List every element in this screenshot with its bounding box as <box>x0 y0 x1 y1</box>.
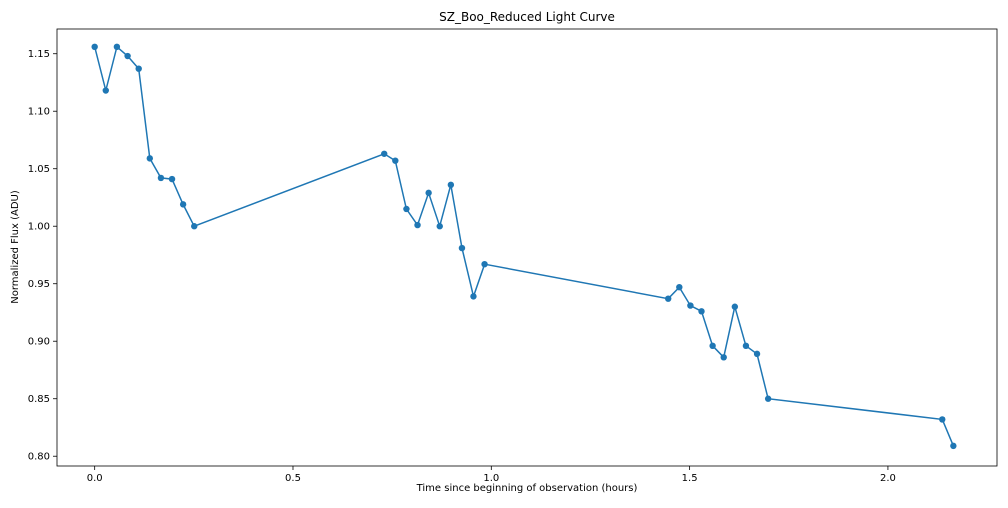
data-point <box>436 223 443 230</box>
data-point <box>481 260 488 268</box>
data-point <box>124 52 131 60</box>
y-tick-label: 0.80 <box>28 452 50 463</box>
data-point <box>698 308 705 315</box>
data-point <box>470 293 477 300</box>
x-tick-label: 1.0 <box>483 473 499 484</box>
data-point <box>447 181 455 189</box>
data-point <box>720 354 727 361</box>
data-point <box>381 150 388 157</box>
data-point <box>709 342 716 350</box>
data-point <box>113 43 121 51</box>
data-point <box>753 350 761 358</box>
data-point <box>664 295 672 302</box>
data-point <box>168 175 176 183</box>
y-tick-label: 0.90 <box>28 337 50 348</box>
x-tick-label: 2.0 <box>880 473 896 484</box>
y-tick-label: 0.85 <box>28 394 50 405</box>
data-point <box>939 416 946 423</box>
x-axis-label: Time since beginning of observation (hou… <box>416 483 638 494</box>
data-point <box>392 157 399 164</box>
data-point <box>687 302 694 309</box>
data-point <box>135 65 142 72</box>
y-tick-label: 1.15 <box>28 49 50 60</box>
y-tick-label: 1.10 <box>28 107 50 118</box>
data-point <box>179 201 187 208</box>
data-point <box>102 87 109 94</box>
data-point <box>425 189 432 197</box>
data-point <box>146 155 154 162</box>
y-tick-label: 0.95 <box>28 279 50 290</box>
data-point <box>403 205 410 213</box>
y-tick-label: 1.00 <box>28 222 50 233</box>
data-point <box>764 395 772 402</box>
data-point <box>731 303 739 310</box>
series-line <box>93 45 955 447</box>
data-point <box>91 43 98 51</box>
data-point <box>414 221 421 229</box>
axes-frame <box>56 28 998 467</box>
data-point <box>191 223 198 230</box>
data-point <box>950 442 957 450</box>
plot-area: 0.0 0.5 1.0 1.5 2.0 0.80 0.85 0.90 0.95 1.00 1.05 1… <box>28 28 998 484</box>
data-point <box>742 342 750 350</box>
y-tick-label: 1.05 <box>28 164 50 175</box>
x-tick-label: 0.5 <box>285 473 301 484</box>
data-point <box>157 174 165 182</box>
data-point <box>458 244 466 252</box>
chart-title: SZ_Boo_Reduced Light Curve <box>439 10 615 24</box>
x-tick-label: 0.0 <box>87 473 103 484</box>
data-point <box>676 283 683 291</box>
x-tick-label: 1.5 <box>682 473 698 484</box>
y-axis-label: Normalized Flux (ADU) <box>10 190 21 304</box>
